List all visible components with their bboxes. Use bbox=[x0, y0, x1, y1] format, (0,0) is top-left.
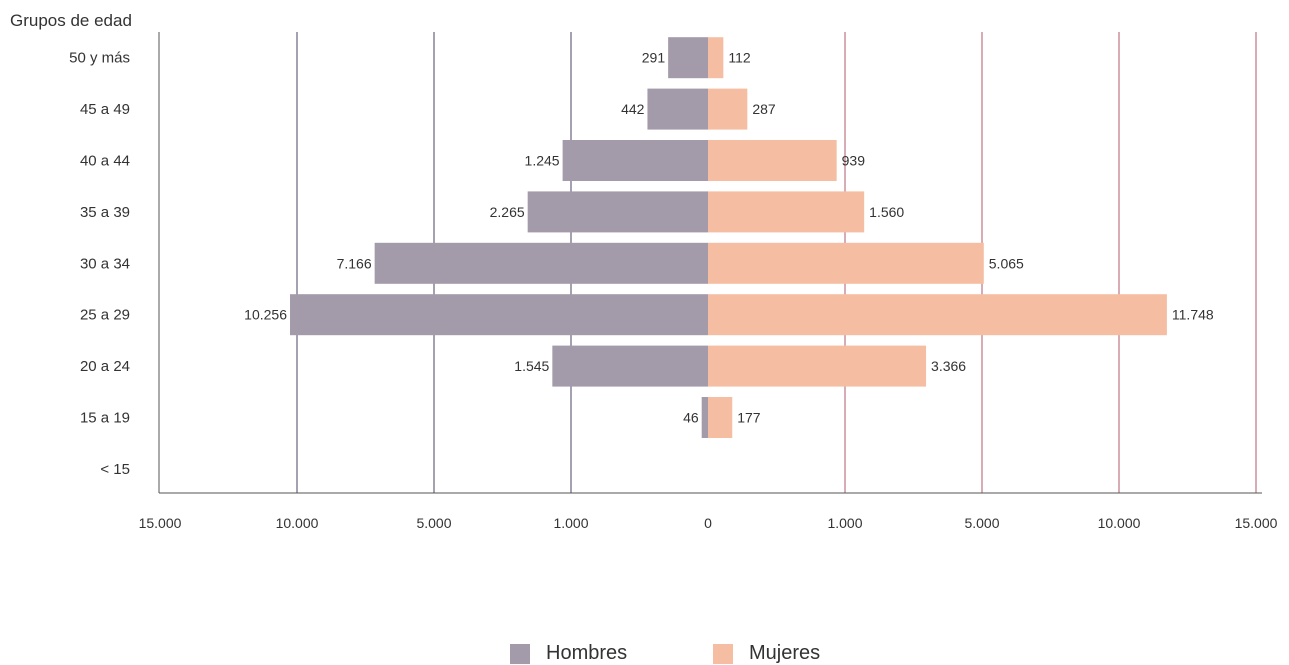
x-tick-label: 1.000 bbox=[553, 515, 588, 531]
legend: Hombres Mujeres bbox=[0, 638, 1289, 662]
category-label: 30 a 34 bbox=[80, 255, 130, 272]
population-pyramid-chart: 291 112 442 287 1.245 939 2.265 1.560 7.166 5.065… bbox=[0, 0, 1289, 638]
data-label-hombres: 442 bbox=[621, 101, 645, 117]
data-label-hombres: 7.166 bbox=[337, 255, 372, 271]
bar-mujeres bbox=[708, 346, 926, 387]
bars bbox=[290, 37, 1167, 438]
bar-mujeres bbox=[708, 294, 1167, 335]
bar-mujeres bbox=[708, 140, 837, 181]
category-label: 50 y más bbox=[69, 50, 130, 67]
x-tick-labels: 15.000 10.000 5.000 1.000 0 1.000 5.000 10.000 1… bbox=[139, 515, 1278, 531]
category-label: 25 a 29 bbox=[80, 307, 130, 324]
bar-mujeres bbox=[708, 89, 747, 130]
x-tick-label: 0 bbox=[704, 515, 712, 531]
data-label-hombres: 10.256 bbox=[244, 307, 287, 323]
x-tick-label: 10.000 bbox=[276, 515, 319, 531]
category-label: 45 a 49 bbox=[80, 101, 130, 118]
data-label-hombres: 2.265 bbox=[490, 204, 525, 220]
legend-swatch-hombres bbox=[510, 644, 530, 664]
data-label-mujeres: 11.748 bbox=[1172, 307, 1214, 323]
bar-mujeres bbox=[708, 37, 723, 78]
bar-hombres bbox=[647, 89, 708, 130]
data-label-mujeres: 1.560 bbox=[869, 204, 904, 220]
x-tick-label: 1.000 bbox=[827, 515, 862, 531]
bar-mujeres bbox=[708, 191, 864, 232]
bar-hombres bbox=[552, 346, 708, 387]
bar-mujeres bbox=[708, 243, 984, 284]
x-tick-label: 15.000 bbox=[1235, 515, 1278, 531]
data-label-mujeres: 177 bbox=[737, 410, 761, 426]
x-tick-label: 10.000 bbox=[1098, 515, 1141, 531]
category-label: 15 a 19 bbox=[80, 410, 130, 427]
x-tick-label: 5.000 bbox=[416, 515, 451, 531]
bar-hombres bbox=[290, 294, 708, 335]
bar-hombres bbox=[668, 37, 708, 78]
bar-hombres bbox=[702, 397, 708, 438]
data-label-hombres: 291 bbox=[642, 50, 666, 66]
bar-hombres bbox=[375, 243, 708, 284]
category-axis-title: Grupos de edad bbox=[10, 11, 132, 30]
bar-hombres bbox=[563, 140, 708, 181]
data-label-mujeres: 3.366 bbox=[931, 358, 966, 374]
legend-swatch-mujeres bbox=[713, 644, 733, 664]
category-label: < 15 bbox=[100, 461, 130, 478]
category-label: 35 a 39 bbox=[80, 204, 130, 221]
data-label-mujeres: 287 bbox=[752, 101, 776, 117]
x-tick-label: 5.000 bbox=[964, 515, 999, 531]
bar-mujeres bbox=[708, 397, 732, 438]
data-label-hombres: 1.545 bbox=[514, 358, 549, 374]
data-label-mujeres: 5.065 bbox=[989, 255, 1024, 271]
category-label: 40 a 44 bbox=[80, 153, 130, 170]
category-label: 20 a 24 bbox=[80, 358, 130, 375]
data-label-mujeres: 112 bbox=[728, 50, 751, 66]
bar-hombres bbox=[528, 191, 708, 232]
data-label-mujeres: 939 bbox=[842, 153, 866, 169]
x-tick-label: 15.000 bbox=[139, 515, 182, 531]
category-labels: 50 y más 45 a 49 40 a 44 35 a 39 30 a 34 25 a… bbox=[69, 50, 130, 478]
data-label-hombres: 1.245 bbox=[525, 153, 560, 169]
data-label-hombres: 46 bbox=[683, 410, 699, 426]
